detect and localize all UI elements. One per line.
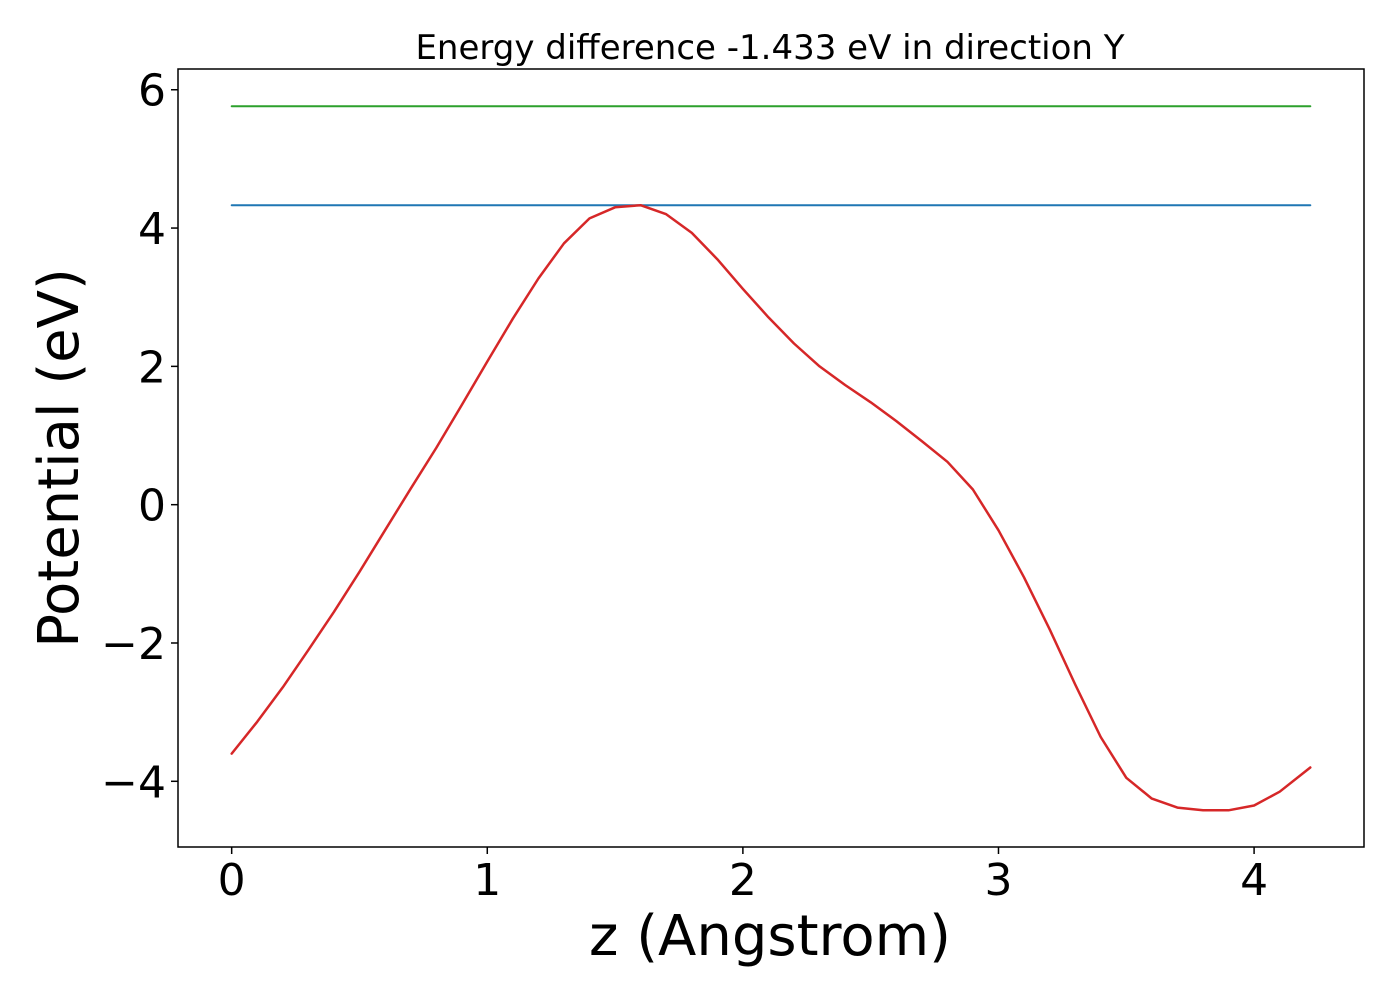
y-tick-label: 4 [138, 204, 166, 255]
y-tick-label: 6 [138, 66, 166, 117]
x-tick-label: 4 [1240, 855, 1268, 906]
y-tick-label: −4 [101, 757, 166, 808]
x-axis: 0 1 2 3 4 [218, 847, 1268, 906]
x-tick-label: 1 [473, 855, 501, 906]
y-tick-label: 0 [138, 481, 166, 532]
plot-area [177, 68, 1365, 848]
x-tick-label: 0 [218, 855, 246, 906]
y-tick-label: −2 [101, 619, 166, 670]
series-line-2 [230, 203, 1312, 812]
y-tick-label: 2 [138, 342, 166, 393]
y-axis-label: Potential (eV) [27, 268, 92, 648]
plot-frame [177, 68, 1365, 848]
x-axis-label: z (Angstrom) [589, 904, 951, 969]
y-axis: −4 −2 0 2 4 6 [101, 66, 178, 808]
chart-title: Energy difference -1.433 eV in direction… [415, 28, 1124, 68]
x-tick-label: 3 [984, 855, 1012, 906]
series-layer [230, 105, 1312, 812]
x-tick-label: 2 [729, 855, 757, 906]
